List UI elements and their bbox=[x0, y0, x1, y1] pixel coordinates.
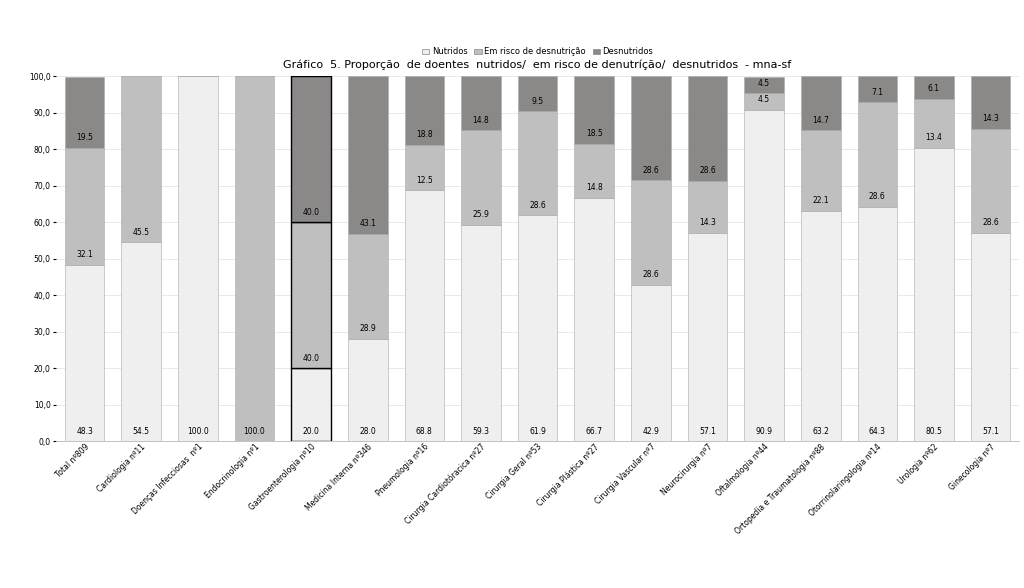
Bar bbox=[744, 93, 784, 109]
Bar bbox=[65, 148, 104, 265]
Bar bbox=[461, 76, 501, 131]
Text: 28.9: 28.9 bbox=[359, 325, 376, 333]
Bar bbox=[744, 77, 784, 93]
Bar bbox=[291, 368, 331, 441]
Text: 100.0: 100.0 bbox=[187, 426, 209, 436]
Text: 28.6: 28.6 bbox=[869, 192, 886, 201]
Text: 14.7: 14.7 bbox=[812, 116, 829, 125]
Bar bbox=[688, 181, 727, 233]
Bar bbox=[631, 181, 671, 285]
Bar bbox=[574, 76, 614, 144]
Bar bbox=[631, 76, 671, 181]
Text: 19.5: 19.5 bbox=[76, 133, 93, 142]
Text: 14.3: 14.3 bbox=[699, 218, 716, 228]
Bar bbox=[234, 76, 274, 441]
Bar bbox=[914, 148, 953, 441]
Bar bbox=[122, 76, 161, 242]
Text: 12.5: 12.5 bbox=[416, 176, 433, 185]
Bar bbox=[404, 190, 444, 441]
Text: 90.9: 90.9 bbox=[756, 426, 772, 436]
Text: 80.5: 80.5 bbox=[926, 426, 942, 436]
Text: 14.3: 14.3 bbox=[982, 114, 999, 123]
Bar bbox=[461, 131, 501, 225]
Bar bbox=[914, 99, 953, 148]
Bar bbox=[122, 242, 161, 441]
Text: 66.7: 66.7 bbox=[586, 426, 603, 436]
Bar bbox=[574, 144, 614, 198]
Text: 61.9: 61.9 bbox=[529, 426, 546, 436]
Text: 40.0: 40.0 bbox=[303, 208, 319, 217]
Bar bbox=[688, 76, 727, 181]
Bar bbox=[688, 233, 727, 441]
Text: 28.6: 28.6 bbox=[699, 166, 716, 175]
Text: 14.8: 14.8 bbox=[586, 183, 602, 192]
Bar bbox=[971, 76, 1011, 129]
Bar bbox=[857, 76, 897, 102]
Bar bbox=[65, 77, 104, 148]
Text: 43.1: 43.1 bbox=[359, 219, 376, 228]
Bar bbox=[857, 102, 897, 206]
Bar bbox=[348, 76, 387, 233]
Legend: Nutridos, Em risco de desnutrição, Desnutridos: Nutridos, Em risco de desnutrição, Desnu… bbox=[419, 44, 656, 60]
Bar bbox=[801, 130, 841, 211]
Text: 42.9: 42.9 bbox=[642, 426, 659, 436]
Bar bbox=[291, 76, 331, 222]
Text: 64.3: 64.3 bbox=[868, 426, 886, 436]
Bar bbox=[801, 211, 841, 441]
Text: 63.2: 63.2 bbox=[812, 426, 829, 436]
Text: 9.5: 9.5 bbox=[531, 96, 544, 106]
Text: 13.4: 13.4 bbox=[926, 133, 942, 142]
Bar bbox=[291, 222, 331, 368]
Text: 32.1: 32.1 bbox=[76, 250, 93, 259]
Title: Gráfico  5. Proporção  de doentes  nutridos/  em risco de denutríção/  desnutrid: Gráfico 5. Proporção de doentes nutridos… bbox=[284, 59, 792, 70]
Bar bbox=[461, 225, 501, 441]
Text: 54.5: 54.5 bbox=[133, 426, 150, 436]
Bar bbox=[914, 76, 953, 99]
Bar bbox=[348, 233, 387, 339]
Text: 100.0: 100.0 bbox=[244, 426, 265, 436]
Text: 7.1: 7.1 bbox=[871, 88, 884, 97]
Bar bbox=[65, 265, 104, 441]
Text: 28.6: 28.6 bbox=[529, 201, 546, 210]
Text: 25.9: 25.9 bbox=[472, 211, 489, 219]
Bar bbox=[857, 206, 897, 441]
Text: 28.6: 28.6 bbox=[642, 270, 659, 279]
Text: 22.1: 22.1 bbox=[812, 196, 829, 205]
Bar bbox=[574, 198, 614, 441]
Bar bbox=[631, 285, 671, 441]
Text: 28.6: 28.6 bbox=[982, 218, 999, 228]
Text: 40.0: 40.0 bbox=[303, 353, 319, 363]
Bar bbox=[348, 339, 387, 441]
Bar bbox=[744, 109, 784, 441]
Bar bbox=[404, 145, 444, 190]
Bar bbox=[971, 233, 1011, 441]
Text: 20.0: 20.0 bbox=[303, 426, 319, 436]
Bar bbox=[518, 215, 557, 441]
Text: 45.5: 45.5 bbox=[133, 228, 150, 237]
Text: 4.5: 4.5 bbox=[758, 95, 770, 104]
Text: 28.0: 28.0 bbox=[359, 426, 376, 436]
Text: 18.5: 18.5 bbox=[586, 129, 602, 138]
Text: 57.1: 57.1 bbox=[982, 426, 999, 436]
Bar bbox=[801, 76, 841, 130]
Text: 57.1: 57.1 bbox=[699, 426, 716, 436]
Text: 6.1: 6.1 bbox=[928, 84, 940, 93]
Bar bbox=[404, 76, 444, 145]
Text: 48.3: 48.3 bbox=[76, 426, 93, 436]
Bar bbox=[518, 76, 557, 111]
Text: 59.3: 59.3 bbox=[472, 426, 489, 436]
Text: 68.8: 68.8 bbox=[416, 426, 433, 436]
Text: 18.8: 18.8 bbox=[416, 130, 433, 139]
Bar bbox=[518, 111, 557, 215]
Text: 28.6: 28.6 bbox=[642, 166, 659, 175]
Text: 14.8: 14.8 bbox=[473, 116, 489, 125]
Bar bbox=[971, 129, 1011, 233]
Bar bbox=[178, 76, 218, 441]
Text: 4.5: 4.5 bbox=[758, 79, 770, 88]
